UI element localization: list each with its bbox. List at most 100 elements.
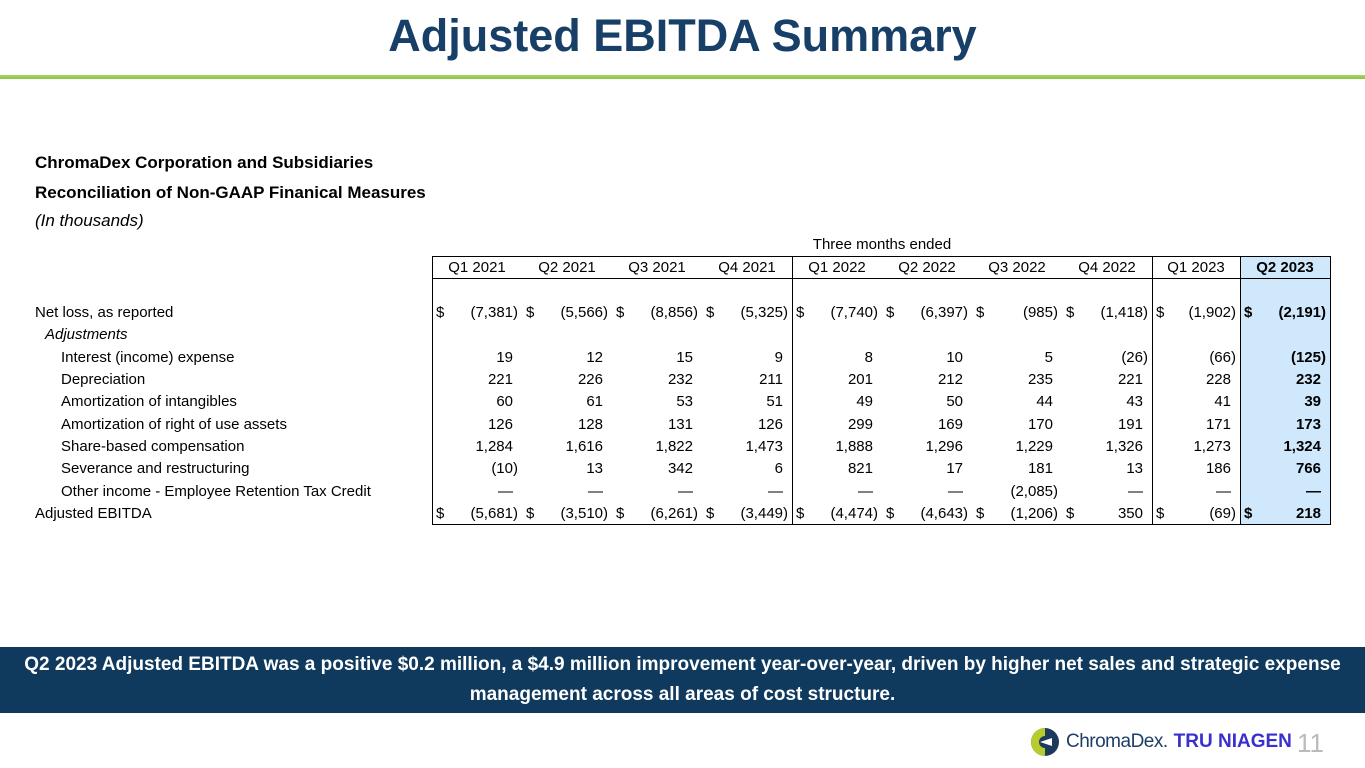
value-cell: 50 <box>882 390 972 412</box>
value: 17 <box>946 460 963 477</box>
report-subtitle: Reconciliation of Non-GAAP Finanical Mea… <box>35 183 426 202</box>
value-cell: $ (1,902) <box>1152 301 1240 323</box>
value: (1,418) <box>1100 304 1148 321</box>
value-cell: 60 <box>432 390 522 412</box>
value: 15 <box>676 349 693 366</box>
currency-symbol: $ <box>436 505 445 522</box>
value: (66) <box>1209 349 1236 366</box>
value-cell: $350 <box>1062 502 1152 524</box>
value-cell: 201 <box>792 368 882 390</box>
value: (26) <box>1121 349 1148 366</box>
value: 350 <box>1117 505 1143 522</box>
value-cell: 171 <box>1152 413 1240 435</box>
value: — <box>1306 483 1321 500</box>
row-divider <box>432 278 1330 279</box>
value: 191 <box>1117 416 1143 433</box>
table-row: Other income - Employee Retention Tax Cr… <box>35 480 1330 502</box>
value: (1,206) <box>1010 505 1058 522</box>
value: (985) <box>1022 304 1058 321</box>
value-cell: (10) <box>432 457 522 479</box>
value-cell: 232 <box>1240 368 1330 390</box>
value-cell: $ (2,191) <box>1240 301 1330 323</box>
value-cell: $ (985) <box>972 301 1062 323</box>
value-cell: $ (5,325) <box>702 301 792 323</box>
value: — <box>588 483 603 500</box>
value: (5,681) <box>470 505 518 522</box>
value-cell: $ (4,643) <box>882 502 972 524</box>
value-cell: $ (69) <box>1152 502 1240 524</box>
value: 211 <box>759 371 783 388</box>
currency-symbol: $ <box>526 505 535 522</box>
value: 19 <box>496 349 513 366</box>
value: (3,449) <box>740 505 788 522</box>
column-divider <box>1330 256 1331 525</box>
value-cell: — <box>612 480 702 502</box>
value: 212 <box>937 371 963 388</box>
value-cell: 10 <box>882 346 972 368</box>
value-cell: $ (5,566) <box>522 301 612 323</box>
value-cell: $ (3,449) <box>702 502 792 524</box>
value-cell: 1,273 <box>1152 435 1240 457</box>
value-cell: — <box>1240 480 1330 502</box>
value: (5,566) <box>560 304 608 321</box>
currency-symbol: $ <box>1156 505 1165 522</box>
row-label: Amortization of intangibles <box>61 393 237 410</box>
title-divider <box>0 75 1365 79</box>
summary-banner: Q2 2023 Adjusted EBITDA was a positive $… <box>0 647 1365 713</box>
value: — <box>768 483 783 500</box>
value: (5,325) <box>740 304 788 321</box>
value: 766 <box>1295 460 1321 477</box>
value-cell: 232 <box>612 368 702 390</box>
value-cell: 17 <box>882 457 972 479</box>
column-header: Q1 2021 <box>448 259 506 276</box>
value: (2,085) <box>1010 483 1058 500</box>
value-cell: 6 <box>702 457 792 479</box>
currency-symbol: $ <box>886 505 895 522</box>
value-cell: 212 <box>882 368 972 390</box>
value-cell: 13 <box>522 457 612 479</box>
value-cell: 1,284 <box>432 435 522 457</box>
value-cell: 1,616 <box>522 435 612 457</box>
company-heading: ChromaDex Corporation and Subsidiaries <box>35 153 374 172</box>
value: 170 <box>1027 416 1053 433</box>
group-header: Three months ended <box>812 236 952 253</box>
value: 201 <box>847 371 873 388</box>
value-cell: $ (4,474) <box>792 502 882 524</box>
currency-symbol: $ <box>1244 505 1253 522</box>
value: 39 <box>1304 393 1321 410</box>
value: 126 <box>487 416 513 433</box>
row-label: Other income - Employee Retention Tax Cr… <box>61 483 371 500</box>
value: 169 <box>937 416 963 433</box>
value: 1,296 <box>925 438 963 455</box>
currency-symbol: $ <box>706 304 715 321</box>
units-note: (In thousands) <box>35 211 144 230</box>
value-cell: $ (1,206) <box>972 502 1062 524</box>
table-row: Amortization of intangibles 60 61 53 51 49 50 4… <box>35 390 1330 412</box>
value-cell: 49 <box>792 390 882 412</box>
value: (2,191) <box>1278 304 1326 321</box>
value-cell: 170 <box>972 413 1062 435</box>
value-cell: 5 <box>972 346 1062 368</box>
value-cell: — <box>792 480 882 502</box>
value-cell: 235 <box>972 368 1062 390</box>
value: — <box>1128 483 1143 500</box>
value: 342 <box>667 460 693 477</box>
value-cell: 13 <box>1062 457 1152 479</box>
value: 173 <box>1295 416 1321 433</box>
value-cell: 221 <box>432 368 522 390</box>
value: — <box>948 483 963 500</box>
currency-symbol: $ <box>706 505 715 522</box>
value: 61 <box>586 393 603 410</box>
value: 186 <box>1205 460 1231 477</box>
footer-logo: ChromaDex. TRU NIAGEN <box>1030 727 1292 757</box>
value-cell: 226 <box>522 368 612 390</box>
value-cell: 1,324 <box>1240 435 1330 457</box>
row-label: Adjusted EBITDA <box>35 505 152 522</box>
value: — <box>1216 483 1231 500</box>
table-row: Share-based compensation 1,284 1,616 1,822 1… <box>35 435 1330 457</box>
column-header: Q2 2022 <box>898 259 956 276</box>
currency-symbol: $ <box>976 505 985 522</box>
value: 126 <box>757 416 783 433</box>
value: 1,326 <box>1105 438 1143 455</box>
value-cell: 228 <box>1152 368 1240 390</box>
